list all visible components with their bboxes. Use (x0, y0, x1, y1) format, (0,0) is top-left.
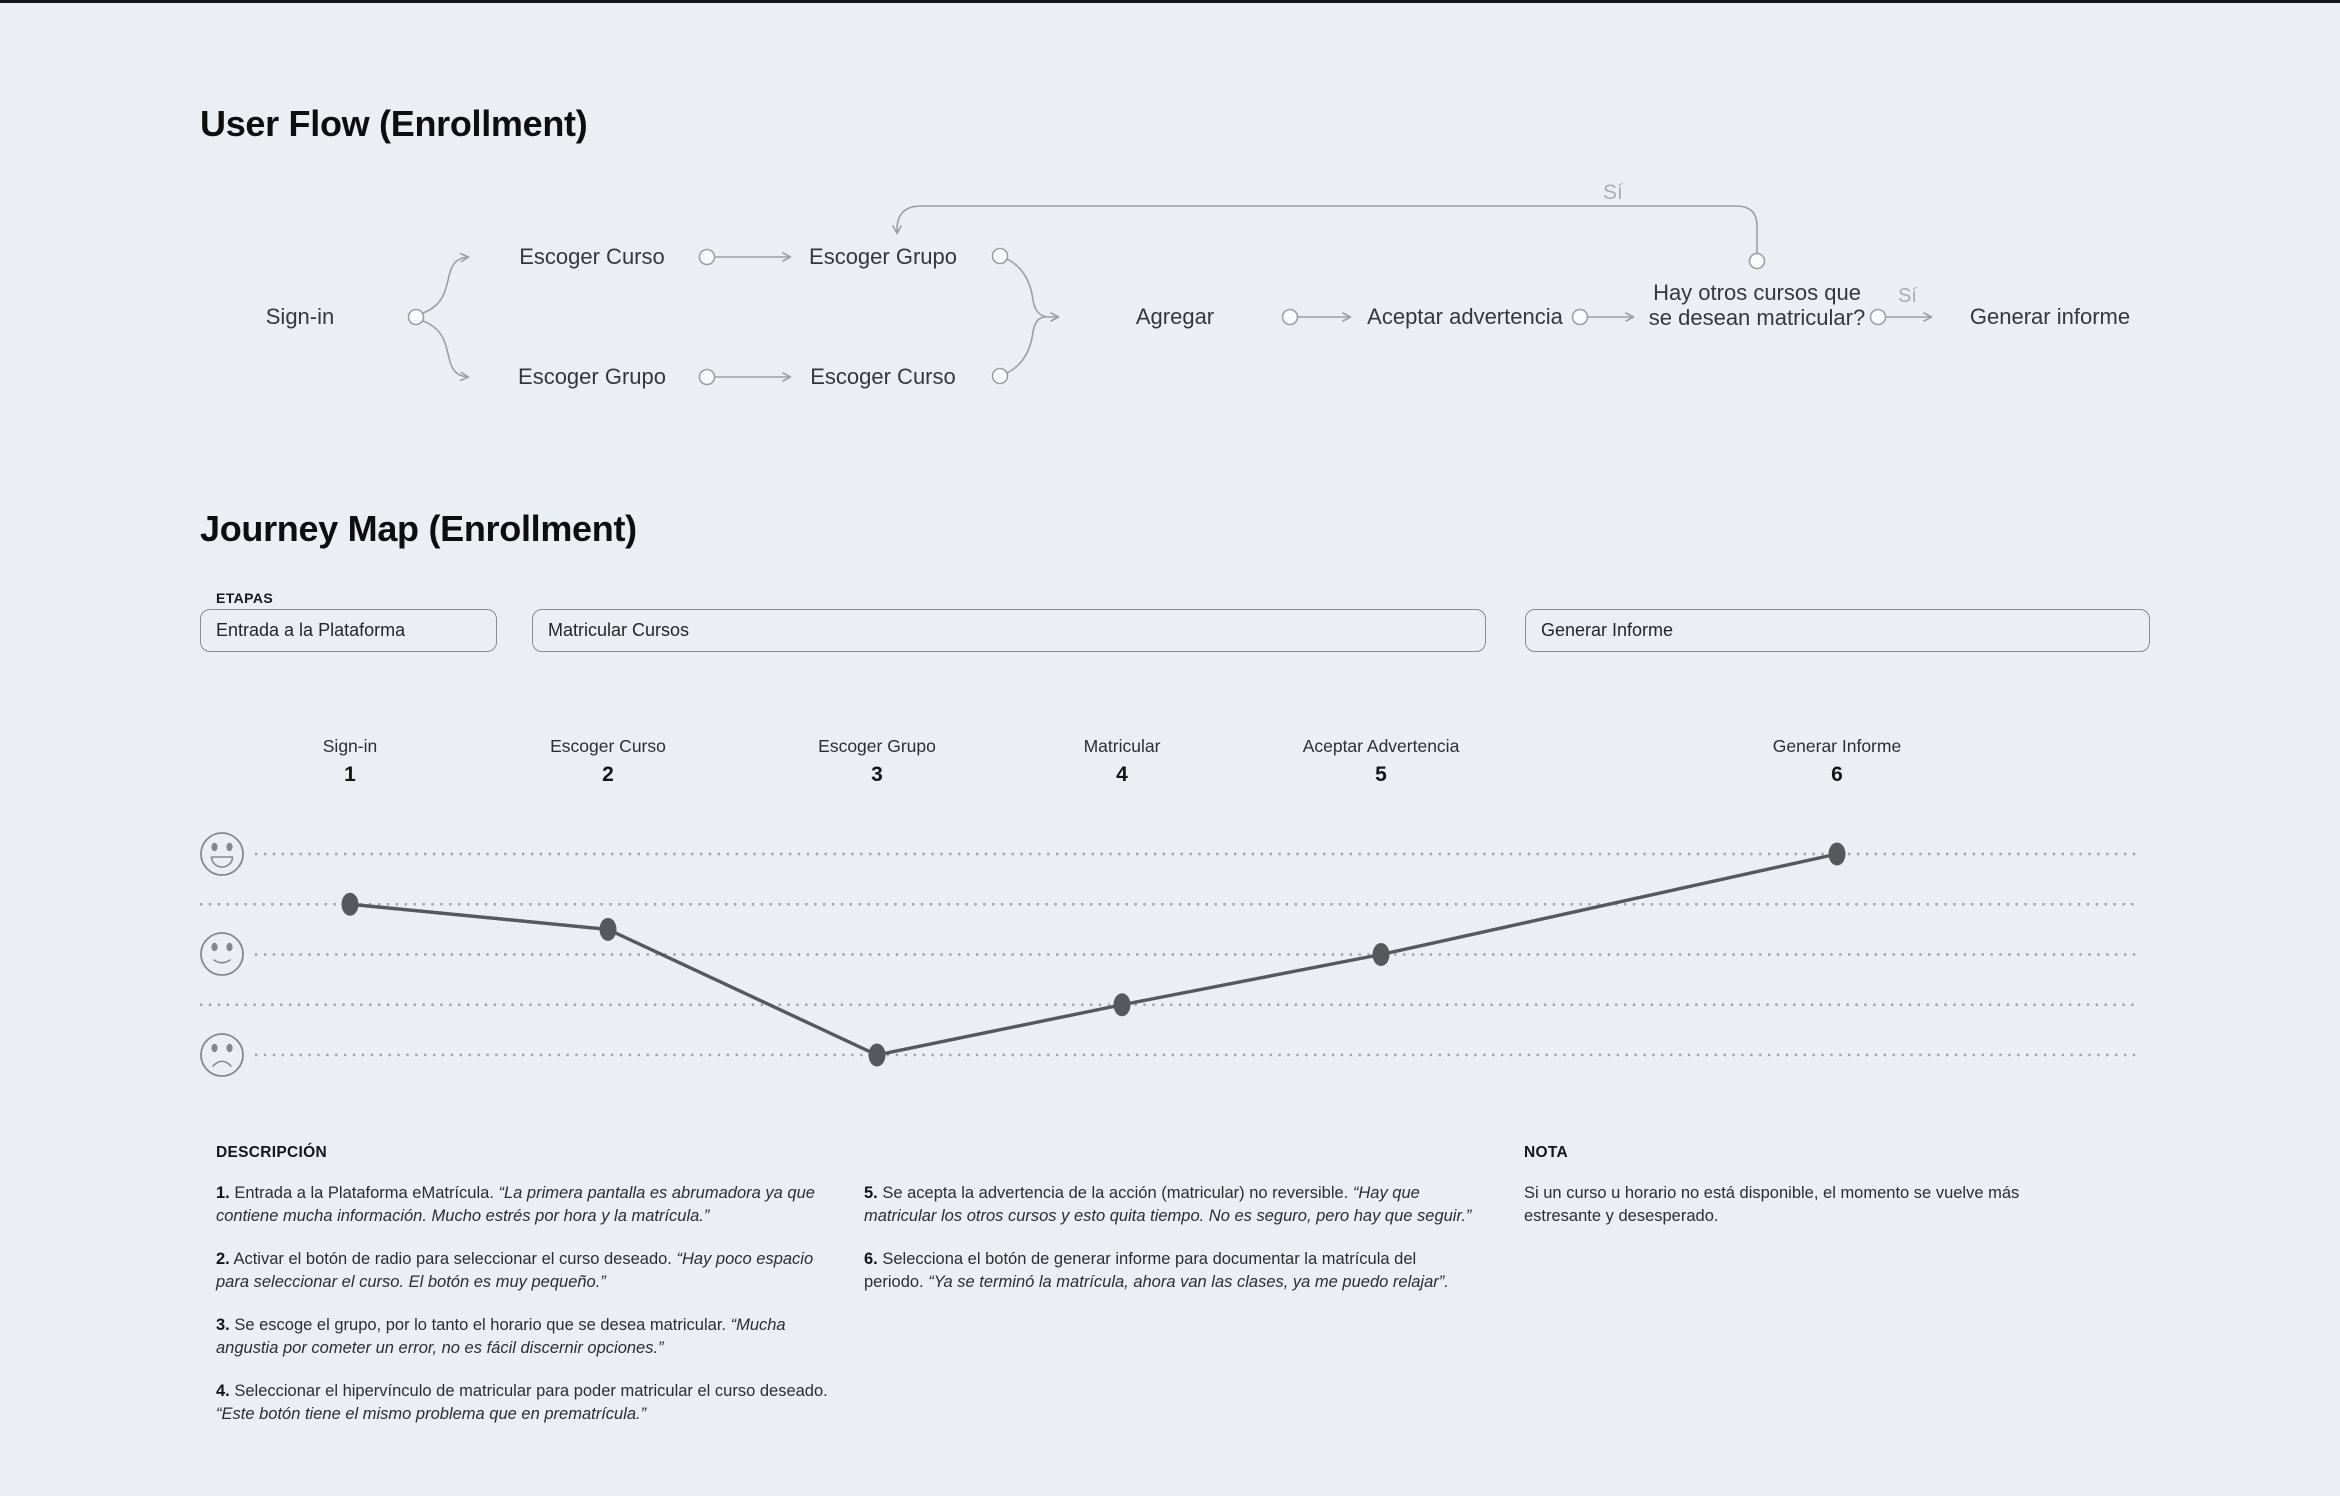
top-border (0, 0, 2340, 3)
flow-node-aceptar-advertencia: Aceptar advertencia (1367, 304, 1563, 329)
flow-label-yes-loop: Sí (1603, 181, 1623, 204)
flow-node-agregar: Agregar (1135, 304, 1215, 329)
description-item-1: 1. Entrada a la Plataforma eMatrícula. “… (216, 1184, 815, 1225)
step-header-matricular: Matricular 4 (1083, 736, 1161, 786)
description-column-1: DESCRIPCIÓN 1. Entrada a la Plataforma e… (216, 1144, 828, 1446)
journeymap-title: Journey Map (Enrollment) (200, 508, 637, 549)
step-header-generar: Generar Informe 6 (1772, 736, 1902, 786)
stage-box-generar: Generar Informe (1525, 609, 2150, 652)
flow-node-escoger-grupo-top: Escoger Grupo (809, 244, 957, 269)
step-header-escoger-curso: Escoger Curso 2 (550, 736, 666, 786)
step-header-escoger-grupo: Escoger Grupo 3 (818, 736, 936, 786)
step-header-signin: Sign-in 1 (322, 736, 378, 786)
stages-label: ETAPAS (216, 590, 274, 606)
flow-node-question: Hay otros cursos que se desean matricula… (1648, 280, 1866, 330)
sad-face-icon (200, 1033, 244, 1077)
neutral-face-icon (200, 932, 244, 976)
flow-connectors-graphic (407, 205, 1933, 386)
flow-node-escoger-curso-bottom: Escoger Curso (810, 364, 956, 389)
description-item-3: 3. Se escoge el grupo, por lo tanto el h… (216, 1316, 786, 1357)
description-column-2: . 5. Se acepta la advertencia de la acci… (864, 1144, 1476, 1314)
stage-box-label: Entrada a la Plataforma (216, 620, 406, 640)
stage-box-label: Generar Informe (1541, 620, 1674, 640)
flow-node-escoger-grupo-bottom: Escoger Grupo (518, 364, 666, 389)
flow-node-signin: Sign-in (265, 304, 335, 329)
description-item-4: 4. Seleccionar el hipervínculo de matric… (216, 1382, 828, 1423)
happy-face-icon (200, 832, 244, 876)
step-header-aceptar: Aceptar Advertencia 5 (1302, 736, 1460, 786)
description-item-2: 2. Activar el botón de radio para selecc… (216, 1250, 814, 1291)
flow-label-yes-forward: Sí (1898, 285, 1917, 307)
flow-node-generar-informe: Generar informe (1969, 304, 2131, 329)
stage-box-entrada: Entrada a la Plataforma (200, 609, 497, 652)
userflow-title: User Flow (Enrollment) (200, 103, 588, 144)
stage-box-matricular: Matricular Cursos (532, 609, 1486, 652)
stage-box-label: Matricular Cursos (548, 620, 690, 640)
note-column: NOTA Si un curso u horario no está dispo… (1524, 1144, 2084, 1227)
description-item-5: 5. Se acepta la advertencia de la acción… (864, 1184, 1472, 1225)
description-item-6: 6. Selecciona el botón de generar inform… (864, 1250, 1449, 1291)
note-header: NOTA (1524, 1144, 1568, 1161)
note-text: Si un curso u horario no está disponible… (1524, 1184, 2020, 1225)
flow-node-escoger-curso-top: Escoger Curso (519, 244, 665, 269)
description-header: DESCRIPCIÓN (216, 1144, 327, 1161)
